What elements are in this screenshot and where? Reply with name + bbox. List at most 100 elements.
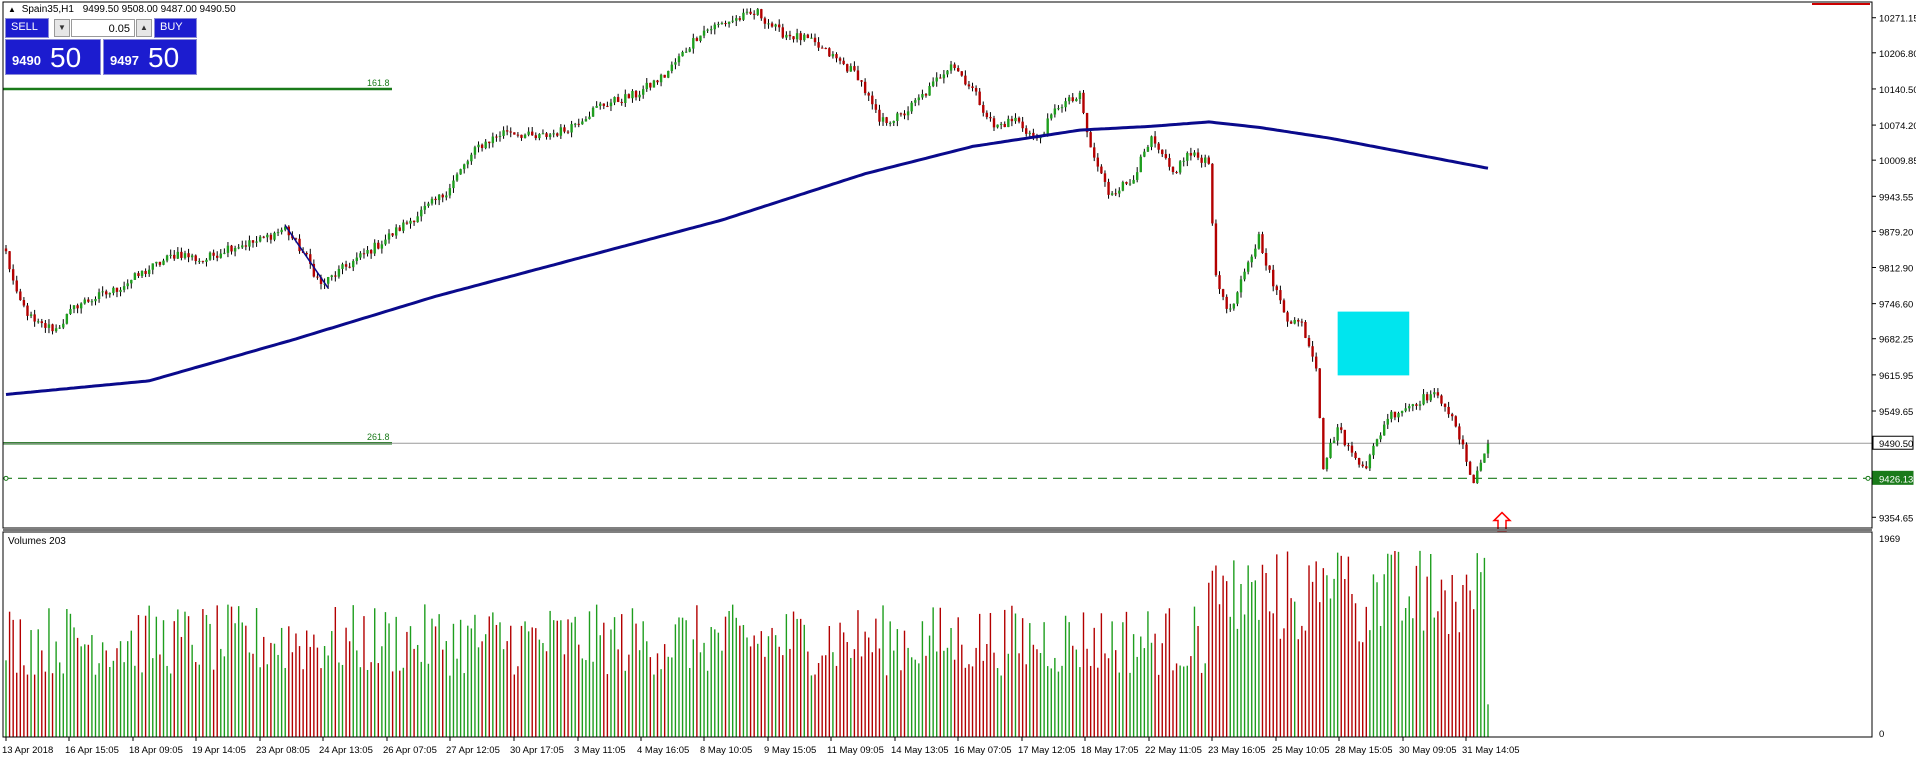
candle-body (101, 291, 104, 293)
candle-body (412, 220, 416, 223)
candle (1121, 180, 1125, 192)
candle-body (1110, 193, 1114, 195)
candle (180, 247, 183, 261)
candle (1318, 368, 1321, 419)
candle-body (820, 47, 824, 49)
candle (1307, 335, 1311, 348)
candle-body (273, 232, 276, 240)
candle (1350, 441, 1354, 457)
candle-body (584, 119, 588, 122)
symbol-label: Spain35,H1 (21, 4, 74, 15)
candle-body (799, 33, 802, 41)
candle-body (1143, 151, 1146, 157)
candle (412, 220, 416, 226)
x-tick-label: 3 May 11:05 (574, 745, 626, 756)
candle-body (183, 253, 187, 258)
candle-body (1250, 256, 1253, 263)
candle (745, 8, 749, 15)
candle (566, 130, 570, 135)
candle-body (216, 255, 219, 258)
collapse-triangle-icon[interactable]: ▲ (8, 5, 16, 14)
candle (1468, 460, 1472, 476)
candle (298, 234, 301, 254)
candle-body (989, 117, 992, 119)
candle (917, 94, 921, 106)
lot-size-input[interactable]: 0.05 (71, 19, 135, 37)
candle-body (828, 48, 831, 57)
candle (1486, 439, 1490, 459)
candle-body (1232, 303, 1236, 309)
x-tick-label: 4 May 16:05 (637, 745, 689, 756)
candle (828, 47, 831, 57)
candle-body (79, 303, 83, 309)
candle-body (1003, 123, 1006, 128)
candle (223, 248, 226, 255)
candle-body (1275, 286, 1278, 291)
candle-body (47, 324, 51, 328)
candle-body (992, 118, 996, 128)
candle (752, 10, 756, 20)
candle-body (330, 275, 333, 278)
candle (1204, 154, 1207, 168)
candle-body (359, 253, 362, 258)
candle (108, 292, 112, 298)
x-tick-label: 27 Apr 12:05 (446, 745, 500, 756)
candle (563, 124, 566, 134)
candle (1264, 248, 1268, 271)
candle (441, 193, 444, 203)
candle (874, 98, 878, 113)
candle (534, 132, 537, 141)
lot-value: 0.05 (108, 23, 130, 35)
sell-price-small: 9490 (12, 53, 41, 68)
sell-button[interactable]: SELL (5, 18, 49, 38)
candle (1325, 457, 1329, 472)
candle (72, 305, 76, 314)
candle-body (1161, 149, 1164, 155)
candle-body (1139, 156, 1142, 173)
candle-body (1032, 132, 1035, 137)
candle-body (563, 127, 566, 132)
candle-body (727, 21, 731, 24)
buy-price-box[interactable]: 9497 50 (103, 39, 197, 75)
candle-body (1443, 403, 1447, 407)
lot-increase-button[interactable]: ▲ (136, 19, 152, 37)
candle (1128, 179, 1132, 186)
candle (1007, 115, 1010, 128)
x-tick-label: 24 Apr 13:05 (319, 745, 373, 756)
candle (892, 120, 895, 126)
candle-body (931, 81, 935, 86)
candle-body (720, 23, 724, 25)
candle-body (491, 136, 495, 144)
lot-decrease-button[interactable]: ▼ (54, 19, 70, 37)
candle-body (1451, 414, 1454, 417)
candle-body (774, 24, 777, 27)
candle (452, 175, 455, 193)
candle-body (1171, 166, 1175, 173)
candle-body (1368, 455, 1372, 469)
candle (369, 249, 373, 259)
candle-body (888, 122, 892, 124)
candle (1257, 231, 1261, 250)
candle-body (362, 253, 366, 255)
candle-body (237, 247, 240, 249)
candle (1193, 150, 1196, 158)
candle (885, 116, 888, 126)
sell-price-box[interactable]: 9490 50 (5, 39, 101, 75)
candle (1211, 163, 1214, 226)
candle (1250, 254, 1253, 268)
candle (1046, 113, 1049, 137)
candle (1408, 403, 1411, 412)
candle-body (967, 84, 971, 87)
candle-body (1211, 163, 1214, 224)
candle (420, 206, 423, 222)
candle (516, 132, 520, 138)
buy-button[interactable]: BUY (154, 18, 197, 38)
candle-body (258, 236, 262, 242)
candle (1261, 231, 1264, 254)
candle-body (871, 95, 874, 105)
candle-body (1300, 321, 1304, 323)
candle-body (713, 24, 716, 30)
candle (559, 124, 563, 139)
candle (663, 74, 666, 78)
